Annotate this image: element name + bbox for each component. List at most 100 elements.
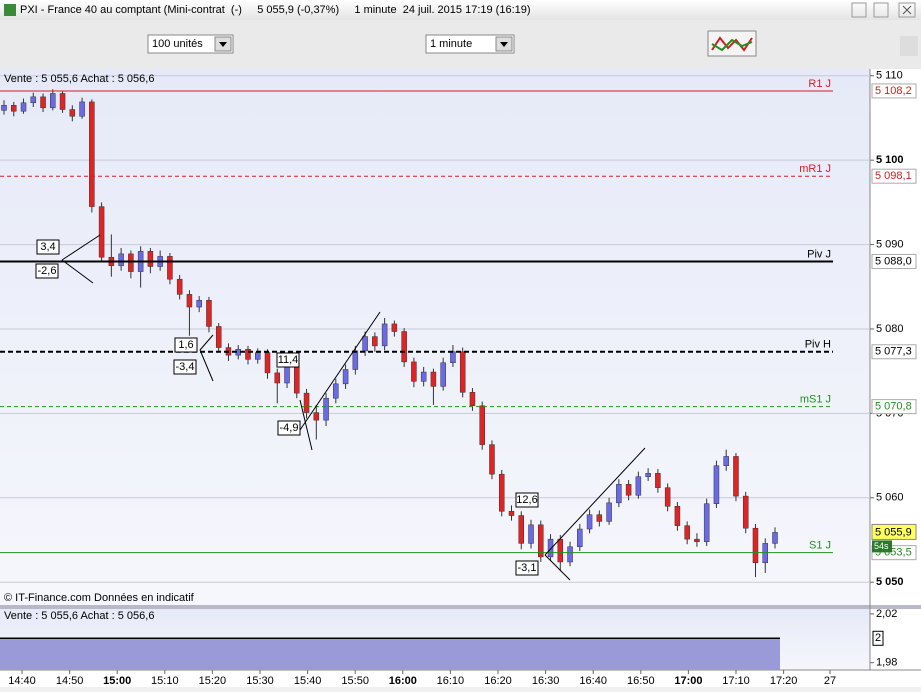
window-controls[interactable] (851, 2, 916, 18)
candle-body (557, 538, 564, 563)
arrow (500, 42, 508, 47)
candle-body (694, 538, 700, 542)
x-tick-label: 16:40 (579, 675, 607, 687)
candle-body (313, 412, 320, 421)
candle-body (674, 505, 681, 526)
timer: 54s (874, 541, 889, 551)
app-icon (4, 4, 16, 16)
candle-body (323, 397, 329, 421)
timer-box (872, 540, 892, 553)
candle-body (508, 511, 515, 516)
annotation: -3,4 (176, 361, 195, 373)
candle-body (420, 371, 427, 382)
candle-body (518, 515, 525, 544)
x-tick-label: 16:30 (532, 675, 560, 687)
candle-body (538, 524, 544, 558)
level-name: mS1 J (800, 394, 831, 406)
chart-tools-button[interactable] (707, 30, 757, 57)
level-value: 5 088,0 (875, 255, 912, 267)
trend-line (199, 334, 214, 382)
candle-body (498, 473, 505, 512)
candle-body (98, 206, 105, 258)
candle-body (30, 96, 37, 104)
annotation: -2,6 (38, 265, 57, 277)
x-tick-label: 15:20 (199, 675, 227, 687)
candle-body (89, 101, 95, 207)
candle-body (186, 294, 193, 308)
x-tick-label: 14:40 (8, 675, 36, 687)
minimize[interactable] (851, 2, 867, 18)
annotation-box (173, 359, 197, 375)
y-tick-label: 1,98 (876, 657, 897, 669)
candle-body (752, 527, 759, 564)
copyright: © IT-Finance.com Données en indicatif (4, 592, 195, 604)
candle-body (372, 336, 378, 347)
candle-body (11, 105, 17, 112)
indicator-info: Vente : 5 055,6 Achat : 5 056,6 (4, 610, 154, 622)
candle-body (362, 336, 368, 352)
candle-body (381, 323, 388, 347)
x-tick-label: 16:10 (437, 675, 465, 687)
annotation-box (174, 337, 198, 353)
timeframe-select[interactable]: 1 minute (425, 34, 515, 54)
candle-body (401, 331, 407, 363)
candle-body (469, 392, 476, 407)
timeframe: 1 minute (430, 38, 472, 50)
trend-line (544, 447, 646, 581)
side-button[interactable] (900, 36, 918, 56)
candle-body (147, 251, 154, 267)
candle-body (245, 348, 251, 360)
select-box[interactable] (147, 34, 234, 54)
candle-body (742, 495, 749, 529)
candle-body (167, 256, 173, 280)
candle-body (430, 371, 437, 387)
candle-body (713, 465, 720, 504)
maximize[interactable] (873, 2, 889, 18)
level-name: S1 J (809, 540, 831, 552)
y-tick-label: 5 060 (876, 492, 904, 504)
x-tick-label: 15:30 (246, 675, 274, 687)
title-bar (0, 0, 921, 20)
y-tick-label: 5 110 (876, 70, 903, 82)
candle-body (547, 538, 554, 558)
x-tick-label: 16:50 (627, 675, 655, 687)
candle-body (567, 546, 573, 563)
annotation: -3,1 (518, 562, 537, 574)
select-box[interactable] (425, 34, 515, 54)
annotation: -4,9 (280, 422, 299, 434)
candle-body (440, 362, 446, 387)
icon (711, 38, 753, 52)
candle-body (20, 102, 27, 112)
x-tick-label: 17:00 (674, 675, 702, 687)
y-tick-label: 5 050 (876, 576, 904, 588)
close-x (902, 5, 912, 15)
candle-body (40, 96, 46, 109)
candle-body (655, 473, 661, 488)
y-tick-label: 2,02 (876, 608, 897, 620)
candle-body (303, 392, 310, 413)
x-tick-label: 27 (824, 675, 836, 687)
level-name: mR1 J (799, 163, 831, 175)
level-value-box (871, 168, 917, 184)
quantity-select[interactable]: 100 unités (147, 34, 234, 54)
annotation-box (36, 239, 60, 255)
candle-body (79, 101, 85, 117)
indicator-value: 2 (875, 632, 881, 644)
candle-body (703, 503, 710, 542)
x-tick-label: 17:10 (722, 675, 750, 687)
x-tick-label: 15:10 (151, 675, 179, 687)
level-value-box (871, 83, 917, 99)
candle-body (606, 502, 612, 522)
candle-body (294, 363, 300, 394)
close[interactable] (898, 2, 916, 18)
candle-body (215, 326, 222, 348)
annotation-box (515, 492, 539, 508)
candle-body (50, 93, 56, 109)
indicator-bar (0, 638, 780, 670)
candle-body (664, 487, 671, 507)
annotation-box (35, 263, 59, 279)
icon (711, 36, 753, 52)
